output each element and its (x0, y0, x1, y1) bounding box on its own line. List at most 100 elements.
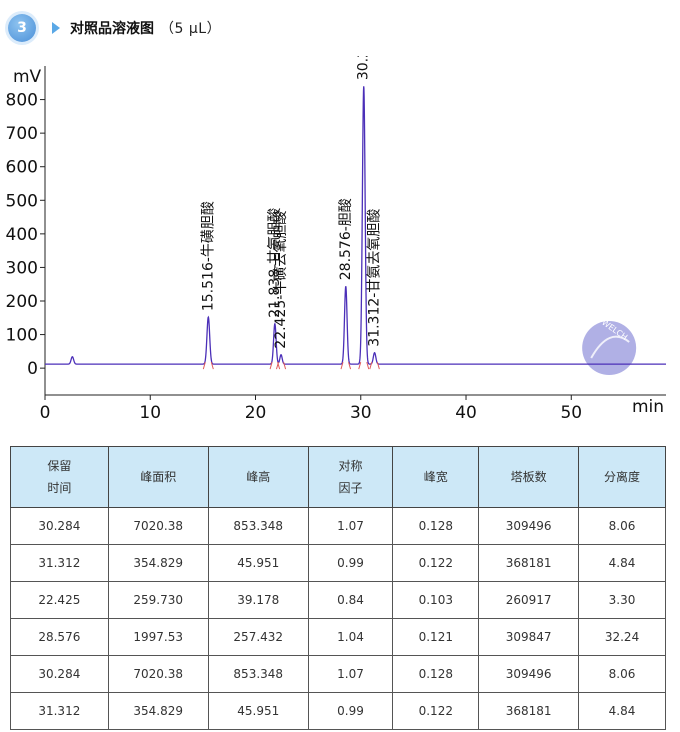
column-header-line: 峰高 (246, 470, 271, 484)
table-cell: 0.84 (307, 581, 394, 619)
table-row: 30.284 7020.38 853.348 1.07 0.128 309496 8.06 (10, 655, 666, 693)
table-cell: 3.30 (578, 581, 666, 619)
peak-end-marker (348, 361, 352, 370)
table-header-row: 保留时间 峰面积 峰高 对称因子 峰宽 塔板数 分离度 (10, 446, 666, 508)
table-cell: 31.312 (10, 692, 109, 730)
peak-label: 30.284-猪去氧胆酸 (356, 56, 372, 80)
peak-label: 28.576-胆酸 (338, 198, 354, 280)
table-cell: 259.730 (107, 581, 209, 619)
column-header-line: 时间 (47, 481, 72, 495)
column-header: 峰宽 (392, 446, 480, 508)
chromatogram-trace (45, 86, 666, 370)
welch-watermark-logo: WELCH (582, 318, 637, 375)
watermark-swoosh (590, 335, 630, 359)
table-cell: 853.348 (207, 507, 309, 545)
table-row: 28.576 1997.53 257.432 1.04 0.121 309847 32.24 (10, 618, 666, 656)
section-subtitle: （5 μL） (160, 21, 222, 37)
peak-end-marker (210, 361, 214, 370)
table-row: 31.312 354.829 45.951 0.99 0.122 368181 4.84 (10, 692, 666, 730)
peak-start-marker (369, 361, 373, 370)
chart-axes: 0 100 200 300 400 500 600 700 800 0 10 20 30 40 50 mV mi… (6, 66, 666, 423)
table-cell: 309847 (478, 618, 580, 656)
column-header-line: 因子 (338, 481, 363, 495)
table-cell: 32.24 (578, 618, 666, 656)
table-cell: 0.122 (392, 692, 480, 730)
table-cell: 30.284 (10, 655, 109, 693)
column-header: 塔板数 (478, 446, 580, 508)
x-tick-label: 10 (139, 403, 161, 423)
trace-line (45, 86, 666, 365)
table-cell: 1.07 (307, 655, 394, 693)
section-title: 对照品溶液图 (70, 21, 154, 37)
peak-start-marker (340, 361, 344, 370)
y-tick-label: 600 (6, 158, 38, 178)
table-cell: 368181 (478, 544, 580, 582)
peak-start-marker (276, 361, 279, 370)
table-cell: 0.121 (392, 618, 480, 656)
table-cell: 0.128 (392, 507, 480, 545)
table-cell: 1.07 (307, 507, 394, 545)
column-header-line: 对称 (338, 459, 363, 473)
peak-start-marker (202, 361, 206, 370)
table-cell: 354.829 (107, 692, 209, 730)
table-cell: 0.103 (392, 581, 480, 619)
table-cell: 8.06 (578, 655, 666, 693)
peak-start-marker (269, 361, 273, 370)
table-cell: 45.951 (207, 692, 309, 730)
table-row: 30.284 7020.38 853.348 1.07 0.128 309496 8.06 (10, 507, 666, 545)
table-cell: 853.348 (207, 655, 309, 693)
x-axis-label: min (632, 397, 664, 417)
table-cell: 368181 (478, 692, 580, 730)
peak-label: 22.425-牛磺去氧胆酸 (273, 211, 289, 349)
table-cell: 1997.53 (107, 618, 209, 656)
table-cell: 7020.38 (107, 655, 209, 693)
x-tick-label: 20 (245, 403, 267, 423)
x-tick-label: 50 (560, 403, 582, 423)
peak-end-marker (376, 361, 380, 370)
y-tick-label: 300 (6, 258, 38, 278)
table-row: 31.312 354.829 45.951 0.99 0.122 368181 4.84 (10, 544, 666, 582)
y-axis-label: mV (13, 67, 42, 87)
table-cell: 0.128 (392, 655, 480, 693)
table-cell: 4.84 (578, 544, 666, 582)
table-cell: 45.951 (207, 544, 309, 582)
peak-start-marker (358, 361, 362, 370)
peak-results-table: 保留 时间 峰面积 峰高 对称 因子 峰宽 塔板数 分离度 30.284 7020.38 853.3… (10, 446, 666, 730)
x-tick-label: 30 (350, 403, 372, 423)
table-cell: 4.84 (578, 692, 666, 730)
column-header-line: 分离度 (604, 470, 641, 484)
table-cell: 22.425 (10, 581, 109, 619)
column-header: 对称 因子 (307, 446, 394, 508)
column-header: 峰面积 (107, 446, 209, 508)
column-header-line: 塔板数 (510, 470, 547, 484)
y-tick-label: 200 (6, 292, 38, 312)
x-tick-label: 0 (40, 403, 51, 423)
column-header-line: 峰面积 (140, 470, 177, 484)
table-cell: 7020.38 (107, 507, 209, 545)
y-tick-label: 400 (6, 225, 38, 245)
table-cell: 30.284 (10, 507, 109, 545)
table-cell: 31.312 (10, 544, 109, 582)
table-cell: 1.04 (307, 618, 394, 656)
column-header-line: 保留 (47, 459, 72, 473)
table-body: 30.284 7020.38 853.348 1.07 0.128 309496 8.06 3… (10, 507, 666, 730)
y-tick-label: 100 (6, 326, 38, 346)
column-header: 分离度 (578, 446, 666, 508)
table-cell: 354.829 (107, 544, 209, 582)
table-cell: 257.432 (207, 618, 309, 656)
section-header: 3 对照品溶液图 （5 μL） (8, 12, 221, 44)
y-tick-label: 800 (6, 91, 38, 111)
column-header: 保留 时间 (10, 446, 109, 508)
table-cell: 309496 (478, 507, 580, 545)
table-cell: 0.122 (392, 544, 480, 582)
column-header-line: 峰宽 (423, 470, 448, 484)
peak-label: 31.312-甘氨去氧胆酸 (367, 209, 383, 347)
table-row: 22.425 259.730 39.178 0.84 0.103 260917 3.30 (10, 581, 666, 619)
table-cell: 39.178 (207, 581, 309, 619)
table-cell: 260917 (478, 581, 580, 619)
peak-label: 21.838-甘氨胆酸 (267, 208, 283, 318)
y-tick-label: 500 (6, 191, 38, 211)
play-arrow-icon (52, 22, 60, 34)
watermark-circle (582, 321, 637, 375)
column-header: 峰高 (207, 446, 309, 508)
